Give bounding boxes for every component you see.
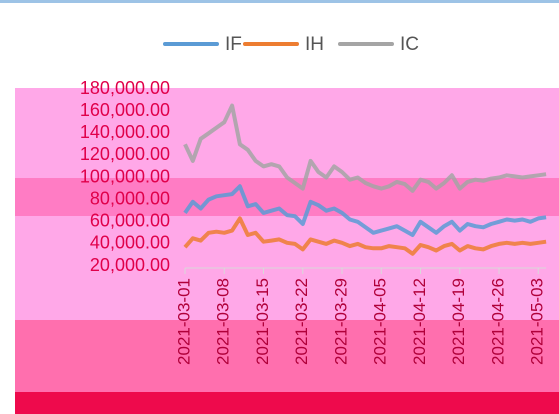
legend-label: IH [305, 34, 324, 55]
y-tick-label: 180,000.00 [80, 78, 170, 98]
overlay [15, 392, 559, 414]
y-tick-label: 60,000.00 [90, 211, 170, 231]
legend-label: IF [225, 34, 242, 55]
x-tick-label: 2021-05-03 [528, 278, 547, 365]
y-tick-label: 100,000.00 [80, 166, 170, 186]
x-tick-label: 2021-03-29 [331, 278, 350, 365]
x-tick-label: 2021-04-19 [449, 278, 468, 365]
series-line [183, 103, 547, 193]
x-tick-label: 2021-04-12 [410, 278, 429, 365]
x-tick-label: 2021-03-22 [292, 278, 311, 365]
legend-label: IC [400, 34, 419, 55]
y-tick-label: 160,000.00 [80, 100, 170, 120]
y-tick-label: 120,000.00 [80, 144, 170, 164]
overlay [15, 178, 559, 216]
x-tick-label: 2021-03-01 [174, 278, 193, 365]
overlay [15, 320, 559, 392]
y-tick-label: 80,000.00 [90, 188, 170, 208]
y-tick-label: 20,000.00 [90, 255, 170, 275]
x-tick-label: 2021-04-26 [488, 278, 507, 365]
x-tick-label: 2021-03-08 [214, 278, 233, 365]
series-line [183, 216, 547, 256]
x-tick-label: 2021-03-15 [253, 278, 272, 365]
y-tick-label: 140,000.00 [80, 122, 170, 142]
series-line [183, 184, 547, 237]
y-tick-label: 40,000.00 [90, 233, 170, 253]
x-tick-label: 2021-04-05 [371, 278, 390, 365]
top-border [0, 0, 559, 3]
